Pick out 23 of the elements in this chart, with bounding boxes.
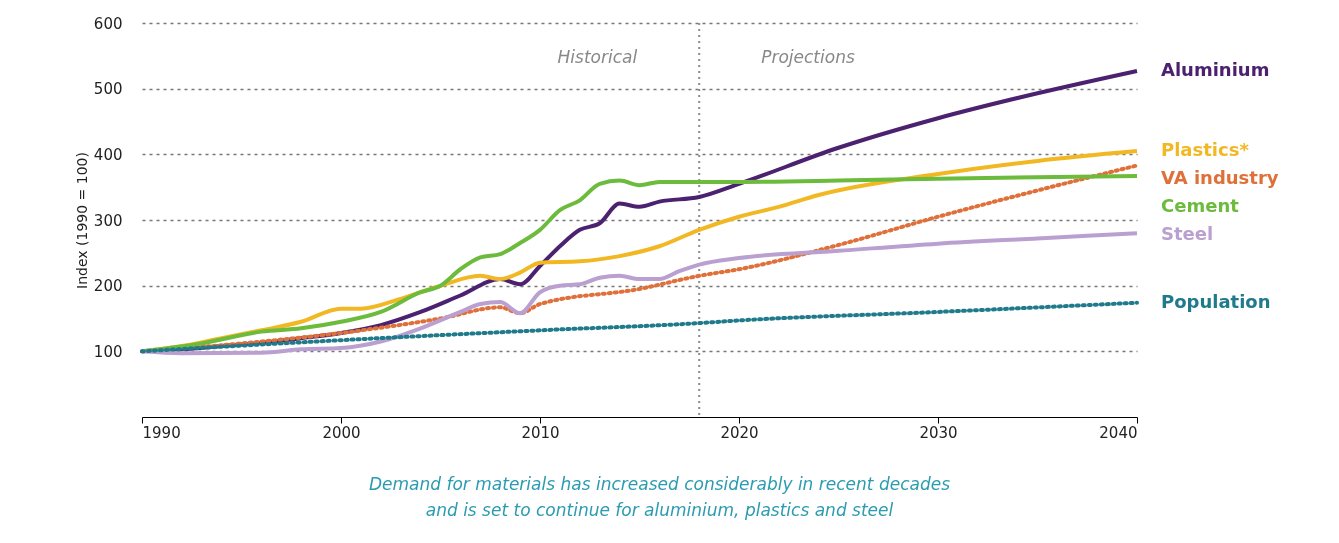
text: Demand for materials has increased considerably in recent decades and is set to continue for aluminium, plastics and steel	[368, 474, 951, 520]
x-tick-label: 2000	[322, 423, 361, 442]
annotation: Projections	[761, 47, 855, 67]
y-tick-label: 600	[93, 14, 123, 33]
x-tick-label: 2040	[1099, 423, 1138, 442]
line-series	[140, 300, 1139, 354]
y-tick-label: 300	[93, 211, 123, 230]
series-label: Steel	[1161, 223, 1214, 245]
y-tick-label: 200	[93, 277, 123, 296]
x-tick-label: 1990	[142, 423, 181, 442]
y-tick-label: 400	[93, 145, 123, 164]
series-label: VA industry	[1161, 167, 1279, 189]
x-tick-label: 2020	[720, 423, 759, 442]
y-tick-label: 100	[93, 342, 123, 361]
series-label: Plastics*	[1161, 139, 1250, 161]
x-tick-label: 2030	[919, 423, 958, 442]
y-tick-label: 500	[93, 80, 123, 99]
series-label: Aluminium	[1161, 58, 1270, 80]
series-label: Population	[1161, 290, 1271, 312]
x-tick-label: 2010	[521, 423, 560, 442]
y-axis-title: Index (1990 = 100)	[73, 152, 90, 289]
annotation: Historical	[557, 47, 638, 67]
series-label: Cement	[1161, 195, 1240, 217]
